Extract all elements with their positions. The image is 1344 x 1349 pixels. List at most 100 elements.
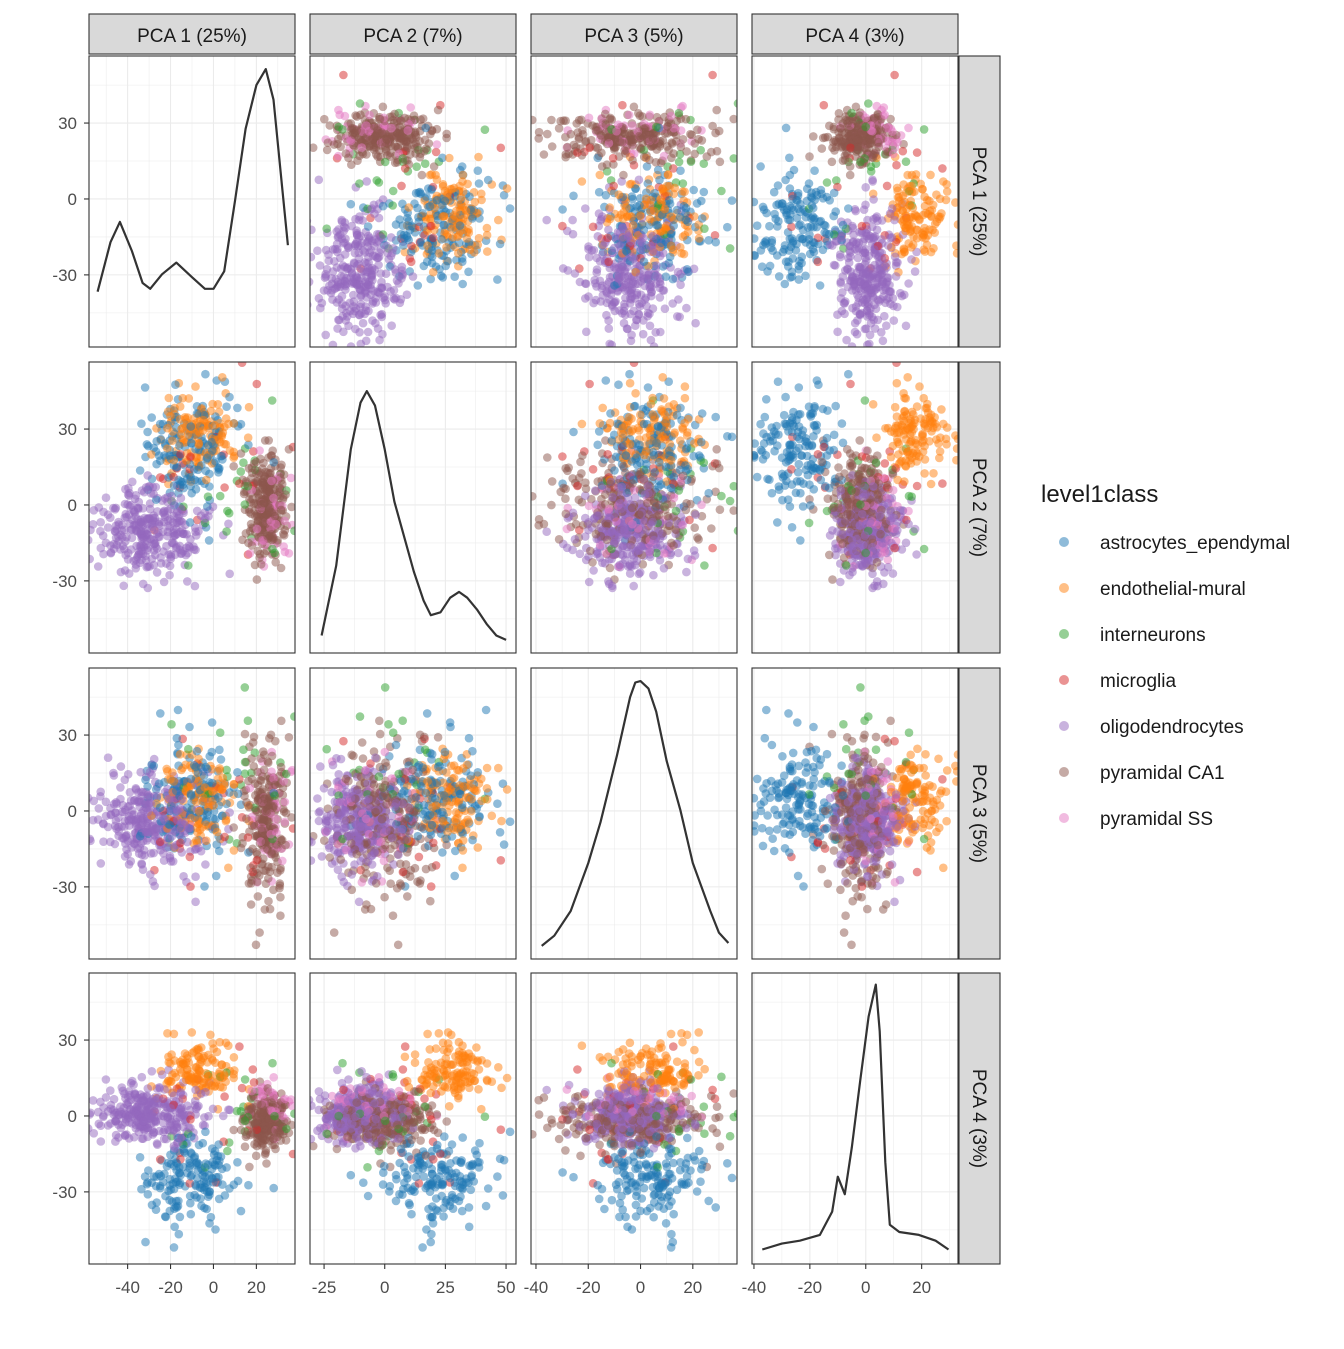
data-point [593, 441, 602, 450]
data-point [387, 124, 396, 133]
data-point [635, 302, 644, 311]
data-point [333, 298, 342, 307]
data-point [628, 192, 637, 201]
data-point [635, 441, 644, 450]
data-point [883, 182, 892, 191]
data-point [610, 539, 619, 548]
data-point [356, 111, 365, 120]
data-point [837, 233, 846, 242]
data-point [157, 435, 166, 444]
data-point [528, 116, 537, 125]
data-point [614, 380, 623, 389]
data-point [404, 126, 413, 135]
data-point [119, 582, 128, 591]
data-point [208, 400, 217, 409]
data-point [848, 347, 857, 356]
data-point [604, 226, 613, 235]
data-point [605, 324, 614, 333]
data-point [175, 442, 184, 451]
data-point [851, 319, 860, 328]
data-point [778, 202, 787, 211]
data-point [775, 272, 784, 281]
data-point [451, 213, 460, 222]
data-point [622, 246, 631, 255]
data-point [687, 157, 696, 166]
data-point [879, 292, 888, 301]
data-point [585, 114, 594, 123]
data-point [809, 132, 818, 141]
data-point [603, 160, 612, 169]
data-point [111, 505, 120, 514]
data-point [165, 451, 174, 460]
data-point [656, 541, 665, 550]
data-point [571, 535, 580, 544]
data-point [397, 230, 406, 239]
data-point [636, 411, 645, 420]
data-point [902, 188, 911, 197]
data-point [593, 511, 602, 520]
data-point [618, 101, 627, 110]
data-point [165, 571, 174, 580]
data-point [370, 265, 379, 274]
data-point [191, 582, 200, 591]
data-point [571, 269, 580, 278]
data-point [106, 513, 115, 522]
data-point [542, 527, 551, 536]
data-point [617, 233, 626, 242]
data-point [865, 311, 874, 320]
panel-r2-c2 [310, 362, 516, 653]
data-point [805, 179, 814, 188]
data-point [636, 568, 645, 577]
data-point [843, 150, 852, 159]
data-point [863, 341, 872, 350]
data-point [661, 410, 670, 419]
data-point [768, 246, 777, 255]
data-point [630, 358, 639, 367]
data-point [815, 217, 824, 226]
data-point [375, 252, 384, 261]
data-point [558, 452, 567, 461]
data-point [412, 189, 421, 198]
data-point [679, 472, 688, 481]
data-point [628, 504, 637, 513]
data-point [506, 204, 515, 213]
data-point [656, 328, 665, 337]
data-point [418, 209, 427, 218]
data-point [653, 272, 662, 281]
data-point [339, 71, 348, 80]
data-point [362, 177, 371, 186]
data-point [785, 246, 794, 255]
data-point [631, 321, 640, 330]
data-point [693, 533, 702, 542]
data-point [253, 525, 262, 534]
data-point [364, 328, 373, 337]
data-point [601, 490, 610, 499]
data-point [177, 425, 186, 434]
data-point [904, 124, 913, 133]
data-point [325, 257, 334, 266]
data-point [602, 191, 611, 200]
data-point [682, 304, 691, 313]
data-point [636, 111, 645, 120]
data-point [99, 531, 108, 540]
data-point [141, 383, 150, 392]
data-point [407, 221, 416, 230]
data-point [585, 502, 594, 511]
data-point [563, 525, 572, 534]
data-point [645, 156, 654, 165]
data-point [187, 439, 196, 448]
data-point [641, 295, 650, 304]
panel-r1-c4 [716, 56, 962, 378]
data-point [468, 214, 477, 223]
data-point [576, 144, 585, 153]
data-point [651, 504, 660, 513]
data-point [912, 550, 921, 559]
data-point [412, 162, 421, 171]
data-point [753, 221, 762, 230]
data-point [726, 497, 735, 506]
data-point [72, 551, 81, 560]
data-point [225, 570, 234, 579]
data-point [315, 176, 324, 185]
data-point [556, 117, 565, 126]
data-point [376, 311, 385, 320]
